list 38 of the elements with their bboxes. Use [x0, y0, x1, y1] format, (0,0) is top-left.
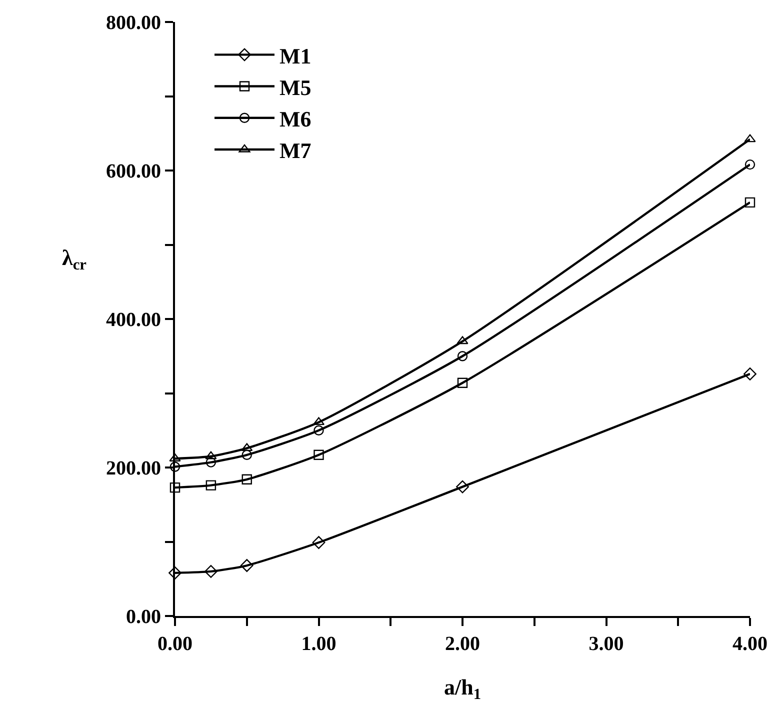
legend-label: M7 — [280, 138, 312, 164]
point — [204, 565, 218, 578]
point — [456, 480, 469, 494]
point — [744, 368, 756, 380]
point — [314, 425, 324, 436]
legend-label: M1 — [280, 43, 312, 68]
point — [205, 451, 217, 460]
point — [170, 462, 180, 472]
legend-label: M5 — [280, 74, 312, 100]
point — [242, 450, 252, 460]
point — [457, 351, 468, 362]
y-tick-label: 800.00 — [106, 12, 161, 34]
point — [314, 450, 324, 460]
x-tick-label: 2.00 — [445, 633, 480, 655]
point — [168, 566, 182, 580]
point — [240, 559, 254, 572]
y-tick-label: 600.00 — [106, 160, 161, 182]
point — [169, 453, 181, 462]
x-axis-title: a/h$_{1}$ — [444, 674, 482, 704]
y-axis-title: λ$_{cr}$ — [62, 245, 87, 274]
x-tick-label: 4.00 — [732, 633, 768, 655]
x-tick-label: 1.00 — [301, 633, 336, 655]
point — [744, 197, 756, 208]
point — [456, 336, 468, 344]
point — [744, 159, 756, 170]
point — [170, 482, 180, 493]
y-tick-label: 0.00 — [126, 606, 161, 628]
y-tick-label: 400.00 — [106, 309, 161, 331]
point — [242, 474, 252, 484]
point — [744, 134, 756, 142]
point — [312, 536, 326, 549]
point — [241, 443, 253, 452]
point — [206, 480, 216, 490]
x-tick-label: 3.00 — [588, 633, 624, 655]
legend-label: M6 — [280, 106, 312, 132]
point — [457, 378, 468, 388]
x-tick-label: 0.00 — [158, 633, 192, 655]
y-tick-label: 200.00 — [106, 458, 161, 480]
